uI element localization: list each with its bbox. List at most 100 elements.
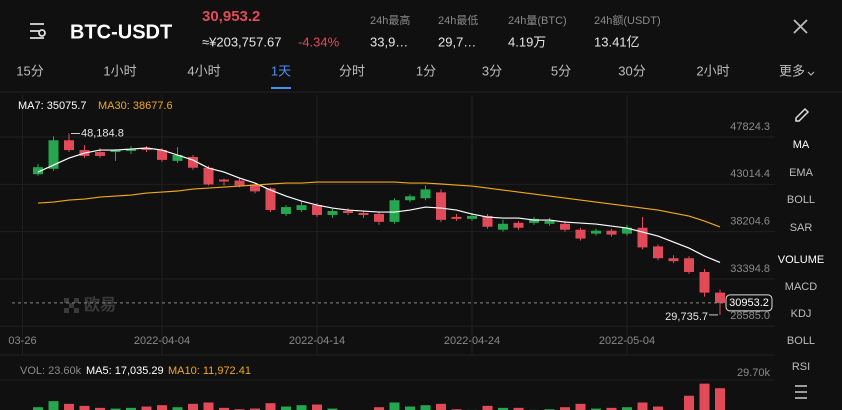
logo-cell	[74, 298, 79, 303]
legend-entry: MA5: 17,035.29	[86, 365, 164, 377]
indicator-option[interactable]: SAR	[790, 222, 813, 234]
volume-bar	[653, 406, 663, 410]
volume-bar	[560, 407, 570, 410]
volume-bar	[575, 403, 586, 410]
logo-cell	[74, 308, 79, 313]
candle-body	[715, 292, 725, 303]
indicator-option[interactable]: VOLUME	[778, 254, 824, 266]
legend-entry: MA10: 11,972.41	[168, 365, 251, 377]
volume-bar	[637, 402, 648, 410]
candle-body	[188, 156, 198, 168]
volume-bar	[79, 405, 90, 410]
volume-bar	[250, 408, 260, 410]
timeframe-tab[interactable]: 分时	[339, 63, 365, 78]
close-button[interactable]	[793, 19, 808, 34]
timeframe-tab[interactable]: 30分	[618, 63, 645, 78]
cny-price: ≈¥203,757.67	[202, 34, 281, 49]
volume-bar	[188, 403, 198, 410]
candle-body	[250, 184, 260, 192]
stat-value: 4.19万	[508, 34, 546, 49]
min-label: 29,735.7	[665, 311, 708, 323]
last-price: 30,953.2	[202, 8, 260, 25]
volume-bar	[482, 405, 493, 410]
volume-bar	[389, 402, 400, 410]
candle-body	[436, 192, 446, 220]
candle-body	[172, 154, 183, 161]
ma-line	[37, 147, 721, 263]
settings-icon[interactable]	[795, 385, 807, 399]
candle-body	[405, 196, 415, 201]
candle-body	[668, 258, 679, 262]
volume-bar	[281, 406, 291, 410]
candle-body	[467, 215, 477, 219]
indicator-option[interactable]: MACD	[785, 281, 817, 293]
volume-bar	[405, 406, 415, 410]
logo-cell	[64, 308, 69, 313]
legend-entry: MA7: 35075.7	[18, 100, 87, 112]
volume-bar	[141, 406, 152, 410]
y-tick-label: 29.70k	[737, 367, 771, 379]
timeframe-tab[interactable]: 3分	[482, 63, 502, 78]
settings-lines	[795, 385, 807, 399]
watermark-logo	[64, 298, 79, 313]
timeframe-tab[interactable]: 1小时	[103, 63, 136, 78]
candle-body	[312, 205, 322, 215]
candle-body	[653, 246, 663, 259]
candle-body	[684, 258, 694, 272]
edit-icon[interactable]	[795, 107, 810, 122]
watermark: 欧易	[84, 295, 116, 314]
symbol[interactable]: BTC-USDT	[70, 21, 172, 43]
x-tick-label: 2022-04-04	[134, 335, 190, 347]
candle-body	[389, 200, 400, 222]
timeframe-tab[interactable]: 更多	[779, 63, 805, 78]
timeframe-tab[interactable]: 15分	[16, 63, 43, 78]
indicator-option[interactable]: EMA	[789, 167, 814, 179]
timeframe-tab[interactable]: 4小时	[187, 63, 220, 78]
logo-cell	[64, 298, 69, 303]
candle-body	[234, 180, 245, 186]
ma-line	[37, 181, 721, 228]
candle-body	[64, 140, 74, 151]
stat-value: 33,9…	[370, 34, 408, 49]
timeframe-tab[interactable]: 1分	[416, 63, 436, 78]
volume-bar	[48, 401, 59, 410]
candle-body	[544, 220, 555, 224]
volume-bar	[622, 407, 632, 410]
max-label: 48,184.8	[81, 127, 124, 139]
volume-bar	[312, 404, 322, 410]
candle-body	[48, 140, 59, 169]
volume-bar	[172, 407, 183, 410]
indicator-option[interactable]: MA	[793, 139, 810, 151]
timeframe-tab[interactable]: 2小时	[696, 63, 729, 78]
timeframe-tab[interactable]: 5分	[551, 63, 571, 78]
stat-label: 24h最高	[370, 13, 410, 27]
indicator-option[interactable]: KDJ	[791, 308, 812, 320]
stat-label: 24h量(BTC)	[508, 14, 567, 27]
indicator-option[interactable]: BOLL	[787, 335, 815, 347]
candle-body	[203, 167, 214, 185]
volume-bar	[95, 407, 105, 410]
candle-body	[699, 271, 710, 293]
indicator-option[interactable]: RSI	[792, 361, 810, 373]
timeframe-tab[interactable]: 1天	[271, 63, 291, 78]
menu-icon[interactable]	[30, 23, 46, 39]
volume-bar	[513, 407, 524, 410]
candle-body	[358, 212, 369, 215]
candle-body	[482, 215, 493, 227]
stat-label: 24h最低	[438, 14, 478, 27]
volume-bar	[219, 407, 229, 410]
candle-body	[157, 150, 167, 160]
candle-body	[219, 179, 229, 182]
volume-bar	[327, 408, 338, 410]
y-tick-label: 33394.8	[730, 263, 770, 275]
indicator-option[interactable]: BOLL	[787, 194, 815, 206]
candle-body	[451, 216, 462, 219]
candle-body	[575, 229, 586, 239]
candle-body	[327, 211, 338, 215]
stat-value: 13.41亿	[594, 34, 640, 49]
volume-bar	[203, 402, 214, 410]
candle-body	[281, 207, 291, 214]
last-price-label: 30953.2	[729, 297, 769, 309]
candle-body	[95, 152, 105, 156]
